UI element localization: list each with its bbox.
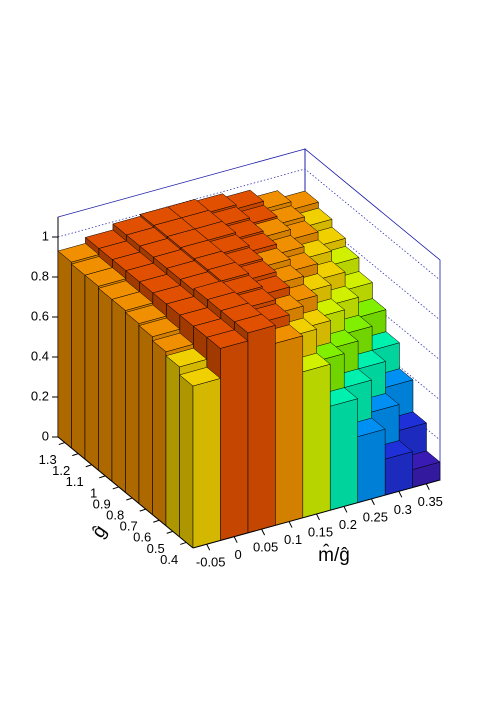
bar-top-face [207, 262, 250, 282]
bar-front-face [302, 363, 331, 519]
x-axis-title: m̂/ĝ [318, 544, 350, 566]
y-tick-label: 0.7 [120, 519, 138, 534]
y-tick-label: 1.2 [52, 463, 70, 478]
x-tick-label: 0 [235, 547, 242, 562]
x-tick-label: -0.05 [196, 555, 226, 570]
y-tick [153, 519, 160, 523]
x-tick-label: 0.15 [308, 524, 333, 539]
bar-left-face [98, 288, 113, 482]
bar-top-face [179, 367, 221, 387]
y-tick [180, 541, 187, 545]
x-tick [370, 498, 375, 506]
y-tick-label: 0.4 [160, 552, 178, 567]
bar-top-face [57, 243, 100, 263]
x-tick [233, 536, 238, 543]
x-tick-label: 0.25 [363, 509, 388, 524]
bar-left-face [138, 325, 153, 515]
bar-front-face [357, 428, 386, 503]
x-tick [343, 506, 348, 513]
y-tick-label: 1.1 [66, 474, 84, 489]
y-tick-label: 0.8 [106, 507, 124, 522]
y-tick [99, 475, 106, 479]
y-tick-label: 0.6 [133, 530, 151, 545]
bar-left-face [71, 263, 86, 460]
x-tick-label: 0.1 [284, 532, 302, 547]
bar-left-face [84, 274, 99, 471]
y-tick [139, 508, 146, 512]
x-tick [206, 543, 211, 551]
x-tick [316, 513, 320, 521]
x-tick [425, 483, 430, 491]
z-tick-label: 0.8 [31, 268, 49, 283]
x-tick [261, 528, 266, 536]
bar-left-face [111, 299, 126, 493]
x-tick-label: 0.05 [253, 540, 278, 555]
bar-top-face [234, 313, 276, 334]
y-tick [85, 464, 92, 468]
x-tick [398, 491, 403, 498]
bar [179, 367, 221, 549]
x-tick [288, 521, 293, 528]
y-tick-label: 0.5 [147, 541, 165, 556]
bar-top-face [206, 329, 249, 349]
z-tick-label: 0 [42, 428, 49, 443]
bar-top-face [84, 267, 127, 287]
z-tick-label: 0.4 [31, 348, 49, 363]
x-tick-label: 0.35 [418, 494, 443, 509]
z-tick-label: 1 [42, 228, 49, 243]
bar-top-face [125, 304, 167, 324]
z-tick-label: 0.2 [31, 388, 49, 403]
y-tick [72, 453, 79, 457]
bar-top-face [152, 332, 194, 353]
bar-left-face [57, 250, 72, 449]
y-tick [58, 442, 65, 446]
y-tick [126, 497, 133, 501]
y-tick [166, 530, 173, 534]
y-tick-label: 0.9 [93, 496, 111, 511]
bar-left-face [165, 355, 180, 538]
z-tick-label: 0.6 [31, 308, 49, 323]
x-tick-label: 0.3 [394, 502, 412, 517]
bar-front-face [220, 340, 249, 541]
x-axis [192, 479, 441, 549]
bar-front-face [329, 398, 358, 511]
y-tick [112, 486, 119, 490]
x-tick-label: 0.2 [339, 517, 357, 532]
bar-left-face [152, 340, 167, 527]
y-axis [57, 436, 194, 549]
bar-front-face [192, 378, 221, 549]
bar-front-face [247, 325, 276, 534]
y-tick-label: 1 [90, 485, 97, 500]
bar-left-face [179, 374, 194, 549]
bar-left-face [125, 312, 140, 504]
bar-top-face [165, 347, 208, 368]
bar-front-face [275, 335, 304, 526]
bar-top-face [111, 291, 154, 311]
bar-top-face [138, 317, 181, 337]
y-tick-label: 1.3 [39, 452, 57, 467]
